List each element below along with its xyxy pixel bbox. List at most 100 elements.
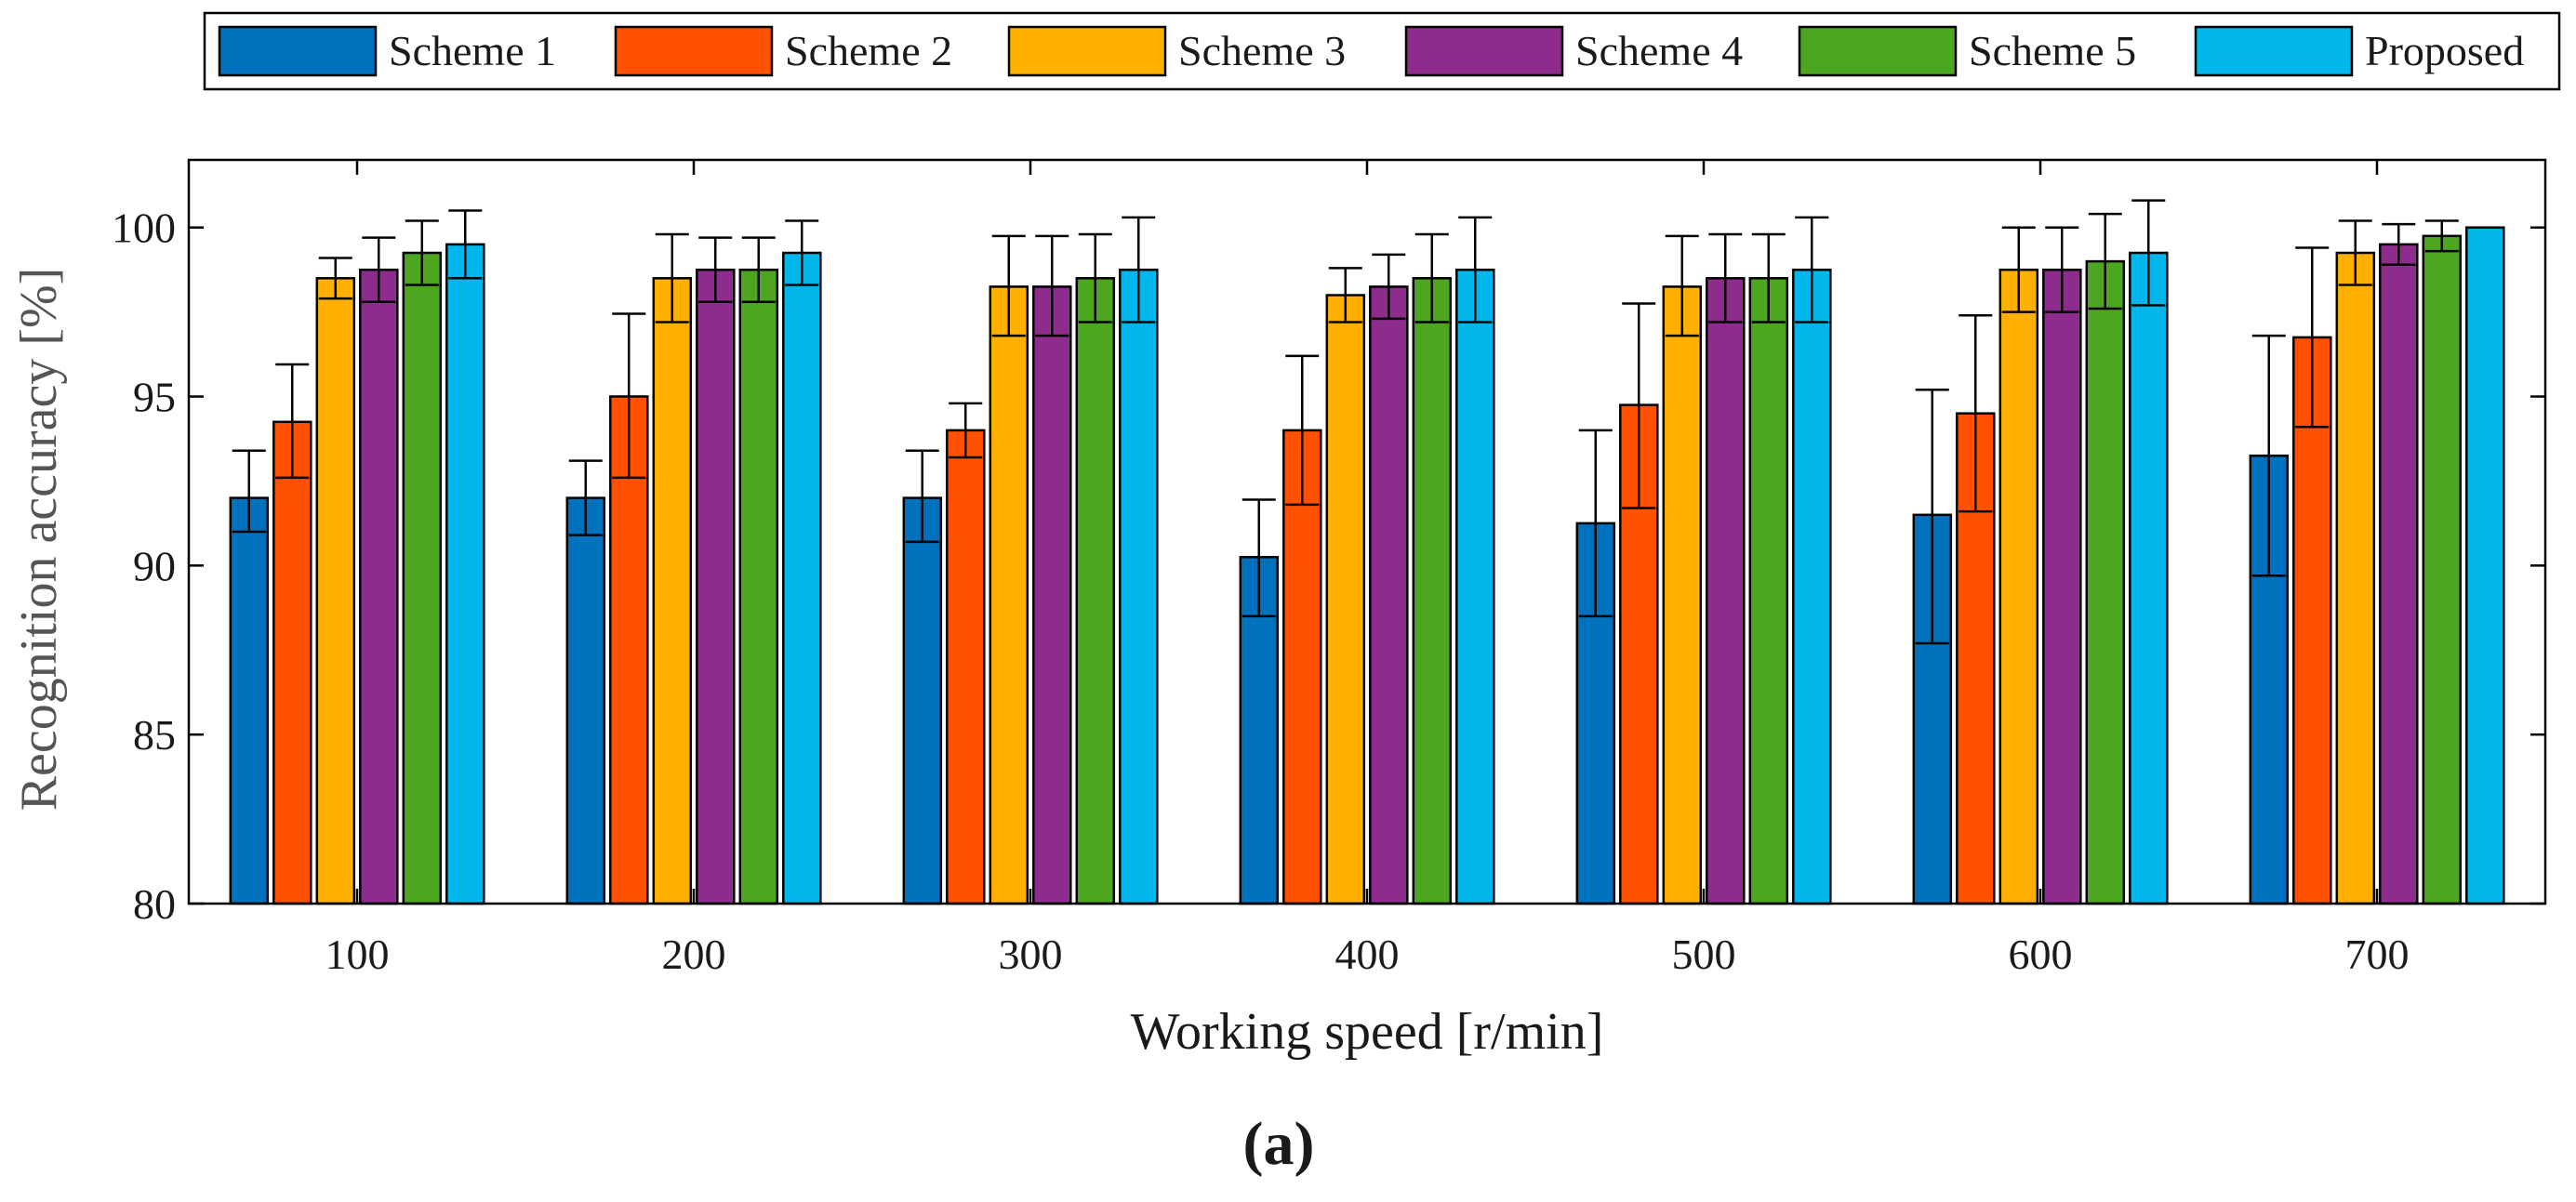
error-bar-scheme-1-700 [2251,334,2286,577]
error-bar-scheme-5-700 [2424,219,2459,253]
x-tick-label-300: 300 [999,931,1063,978]
x-axis-label: Working speed [r/min] [1131,1003,1604,1061]
error-bar-proposed-500 [1795,216,1829,324]
error-bar-scheme-4-200 [698,236,733,303]
error-bar-scheme-3-400 [1328,267,1362,324]
figure-caption: (a) [1243,1110,1315,1178]
error-bar-scheme-4-700 [2382,222,2416,266]
x-tick-label-500: 500 [1672,931,1736,978]
x-tick-label-400: 400 [1335,931,1400,978]
error-bar-scheme-3-500 [1665,234,1699,337]
bar-scheme-3-100 [315,277,356,905]
bar-scheme-4-300 [1032,285,1072,905]
bar-proposed-500 [1792,268,1832,905]
error-bar-scheme-2-100 [275,363,310,480]
legend-entry-proposed: Proposed [2194,25,2524,77]
legend-entry-scheme-3: Scheme 3 [1007,25,1346,77]
legend-swatch [614,25,774,77]
x-tick-label-700: 700 [2345,931,2410,978]
bar-scheme-3-700 [2335,251,2376,905]
legend-entry-scheme-1: Scheme 1 [218,25,556,77]
error-bar-scheme-2-700 [2295,246,2330,429]
legend: Scheme 1 Scheme 2 Scheme 3 Scheme 4 Scheme 5… [203,11,2561,91]
error-bars-group [232,199,2503,645]
error-bar-scheme-1-100 [232,449,266,534]
error-bar-scheme-4-100 [362,236,396,303]
bar-proposed-300 [1119,268,1159,905]
error-bar-scheme-1-600 [1915,389,1949,645]
x-tick-label-100: 100 [325,931,390,978]
axes-group: 80 85 90 95 100 100 200 300 400 500 600 700 [112,158,2547,978]
y-tick-label-85: 85 [133,711,176,759]
error-bar-scheme-1-300 [905,449,939,544]
x-tick-label-600: 600 [2009,931,2073,978]
legend-entry-scheme-4: Scheme 4 [1404,25,1743,77]
bar-scheme-3-400 [1325,294,1366,905]
bar-scheme-2-400 [1282,429,1322,905]
legend-label: Scheme 3 [1178,27,1346,74]
bar-scheme-4-100 [359,268,399,905]
legend-swatch [2194,25,2354,77]
legend-swatch [218,25,378,77]
error-bar-scheme-4-500 [1708,232,1743,324]
error-bar-scheme-3-700 [2338,219,2372,286]
y-tick-label-90: 90 [133,542,176,589]
bar-scheme-5-200 [738,268,779,905]
legend-label: Scheme 4 [1575,27,1743,74]
error-bar-proposed-100 [448,209,483,280]
y-tick-label-95: 95 [133,374,176,421]
legend-swatch [1798,25,1958,77]
bar-scheme-2-300 [946,429,986,905]
error-bar-scheme-2-200 [612,312,646,480]
bar-proposed-100 [445,243,485,905]
error-bar-scheme-5-200 [741,236,776,303]
bar-scheme-4-400 [1369,285,1409,905]
bar-scheme-1-100 [229,496,270,905]
error-bar-scheme-5-300 [1078,232,1112,324]
bar-scheme-4-700 [2379,243,2419,905]
bar-scheme-3-500 [1662,285,1703,905]
y-tick-label-80: 80 [133,880,176,928]
error-bar-scheme-2-600 [1959,314,1993,513]
error-bar-scheme-1-400 [1242,498,1276,618]
error-bar-scheme-5-500 [1751,232,1786,324]
bar-scheme-3-300 [989,285,1029,905]
legend-label: Scheme 5 [1969,27,2136,74]
error-bar-scheme-1-200 [568,459,603,536]
x-tick-label-200: 200 [662,931,726,978]
bar-scheme-5-100 [402,251,443,905]
bar-scheme-5-700 [2422,234,2463,905]
legend-swatch [1007,25,1167,77]
bar-proposed-400 [1455,268,1495,905]
error-bar-scheme-3-600 [2001,226,2036,313]
error-bar-scheme-4-600 [2045,226,2079,313]
legend-label: Scheme 1 [389,27,556,74]
error-bar-scheme-2-400 [1285,354,1320,507]
bar-scheme-5-600 [2085,259,2126,905]
error-bar-scheme-4-400 [1372,253,1406,321]
error-bar-scheme-4-300 [1035,234,1069,337]
y-axis-label: Recognition accuracy [%] [10,268,68,812]
error-bar-scheme-3-100 [318,257,352,300]
legend-label: Proposed [2365,27,2524,74]
bars-group [229,226,2505,905]
plot-frame [187,158,2547,905]
error-bar-scheme-1-500 [1578,429,1613,618]
bar-scheme-4-200 [696,268,736,905]
legend-box [203,11,2561,91]
bar-scheme-5-400 [1412,277,1453,905]
bar-scheme-2-200 [609,395,649,905]
bar-proposed-700 [2465,226,2505,905]
error-bar-scheme-3-300 [991,234,1026,337]
error-bar-scheme-3-200 [655,232,689,324]
error-bar-proposed-200 [785,219,819,286]
bar-scheme-3-200 [652,277,693,905]
error-bar-scheme-5-100 [405,219,439,286]
error-bar-proposed-600 [2131,199,2166,307]
error-bar-scheme-5-600 [2088,212,2122,310]
bar-scheme-4-600 [2042,268,2082,905]
bar-scheme-4-500 [1706,277,1746,905]
bar-proposed-600 [2129,251,2169,905]
y-tick-label-100: 100 [112,205,176,252]
